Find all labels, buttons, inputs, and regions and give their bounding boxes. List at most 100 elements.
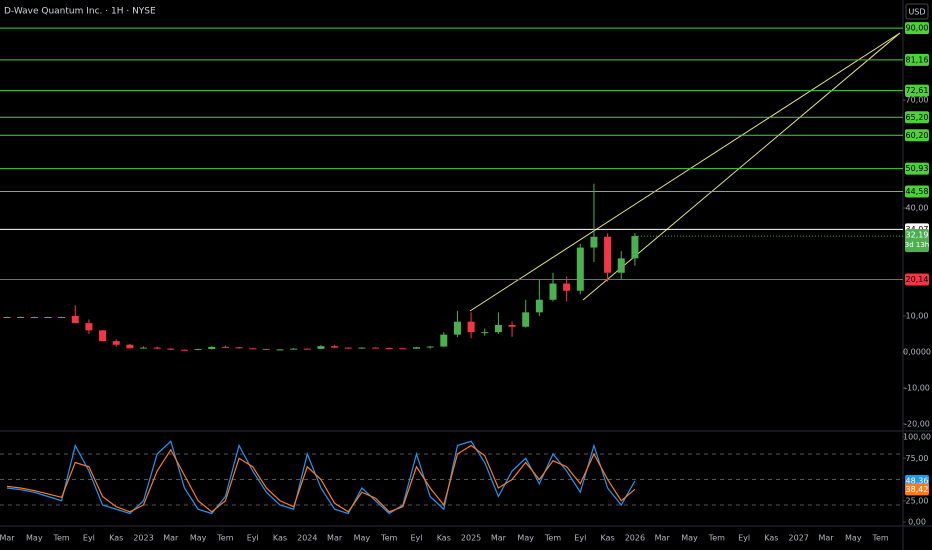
candle-body xyxy=(358,347,366,349)
level-label: 72,61 xyxy=(906,86,929,95)
x-tick-label: May xyxy=(190,534,207,543)
candle-body xyxy=(99,330,107,342)
x-tick-label: Tem xyxy=(544,534,561,543)
candle-body xyxy=(549,283,557,300)
candle-body xyxy=(494,324,502,333)
currency[interactable]: USD xyxy=(908,8,925,17)
x-tick-label: Eyl xyxy=(410,534,422,543)
candle-body xyxy=(413,347,420,349)
trend-line xyxy=(469,32,901,312)
candle-body xyxy=(385,347,393,349)
y-tick-label: -10,00 xyxy=(904,383,930,392)
y-tick-label: 40,00 xyxy=(906,203,929,212)
x-tick-label: May xyxy=(681,534,698,543)
candle-body xyxy=(535,299,543,313)
candle-body xyxy=(126,344,134,349)
y-tick-label: 10,00 xyxy=(906,311,929,320)
x-tick-label: Mar xyxy=(491,534,507,543)
candle-body xyxy=(290,348,298,350)
candle-body xyxy=(71,315,79,324)
level-label-box xyxy=(905,273,929,286)
x-tick-label: Tem xyxy=(216,534,233,543)
x-tick-label: Kas xyxy=(109,534,123,543)
x-tick-label: Eyl xyxy=(83,534,95,543)
y-tick-label: 70,00 xyxy=(906,96,929,105)
candle-body xyxy=(140,347,147,349)
candle-body xyxy=(3,317,11,319)
level-label-box xyxy=(905,22,929,35)
candle-body xyxy=(481,332,489,334)
level-label-box xyxy=(905,53,929,66)
x-tick-label: Tem xyxy=(708,534,725,543)
x-tick-label: Kas xyxy=(601,534,615,543)
oscillator-value-box xyxy=(905,483,929,496)
candle-body xyxy=(58,317,66,319)
level-label-box xyxy=(905,162,929,175)
y-tick-label: 75,00 xyxy=(906,454,929,463)
candle-body xyxy=(604,236,612,273)
x-tick-label: Kas xyxy=(764,534,778,543)
x-tick-label: 2027 xyxy=(789,534,809,543)
candle-body xyxy=(276,349,284,351)
candle-body xyxy=(112,341,120,345)
last-price-box xyxy=(905,229,929,253)
candle-body xyxy=(467,321,475,333)
x-tick-label: Mar xyxy=(818,534,834,543)
level-label: 44,58 xyxy=(906,187,929,196)
candle-body xyxy=(563,283,571,291)
x-tick-label: Eyl xyxy=(247,534,259,543)
candle-body xyxy=(235,347,243,349)
y-tick-label: -20,00 xyxy=(904,419,930,428)
oscillator-value-label: 48,36 xyxy=(906,476,929,485)
countdown: 3d 13h xyxy=(905,241,929,249)
candle-body xyxy=(508,324,516,327)
x-tick-label: Tem xyxy=(52,534,69,543)
candle-body xyxy=(617,258,625,273)
candle-body xyxy=(440,334,448,347)
candle-body xyxy=(576,247,584,291)
candle-body xyxy=(426,346,434,348)
x-tick-label: Kas xyxy=(437,534,451,543)
candle-body xyxy=(167,348,175,350)
oscillator-line xyxy=(6,444,636,513)
candle-body xyxy=(153,347,161,349)
last-price-label: 32,19 xyxy=(906,231,929,240)
x-tick-label: 2024 xyxy=(297,534,317,543)
x-tick-label: Eyl xyxy=(738,534,750,543)
x-tick-label: Mar xyxy=(163,534,179,543)
level-label: 20,14 xyxy=(906,275,929,284)
oscillator-line xyxy=(6,440,636,515)
x-tick-label: Tem xyxy=(871,534,888,543)
level-label: 81,16 xyxy=(906,55,929,64)
x-tick-label: Mar xyxy=(655,534,671,543)
candle-body xyxy=(631,236,639,259)
candle-body xyxy=(208,346,216,350)
candle-body xyxy=(372,347,380,349)
x-tick-label: Eyl xyxy=(574,534,586,543)
oscillator-value-label: 38,42 xyxy=(906,485,929,494)
currency-button[interactable] xyxy=(905,3,929,20)
candle-body xyxy=(331,346,339,348)
candle-body xyxy=(249,348,257,350)
level-label: 50,93 xyxy=(906,164,929,173)
candle-body xyxy=(44,317,52,319)
candle-body xyxy=(344,347,352,349)
level-label-box xyxy=(905,111,929,124)
chart-title: D-Wave Quantum Inc. · 1H · NYSE xyxy=(4,7,156,17)
candle-body xyxy=(262,348,270,350)
x-tick-label: 2023 xyxy=(133,534,153,543)
candle-body xyxy=(453,321,461,335)
y-tick-label: 0,00 xyxy=(908,518,926,527)
x-tick-label: May xyxy=(845,534,862,543)
level-label: 60,20 xyxy=(906,131,929,140)
candle-body xyxy=(85,323,93,331)
x-tick-label: 2026 xyxy=(625,534,645,543)
candle-body xyxy=(522,312,530,327)
y-tick-label: 0,0000 xyxy=(903,347,931,356)
x-tick-label: Tem xyxy=(380,534,397,543)
x-tick-label: May xyxy=(517,534,534,543)
candle-body xyxy=(590,236,598,248)
